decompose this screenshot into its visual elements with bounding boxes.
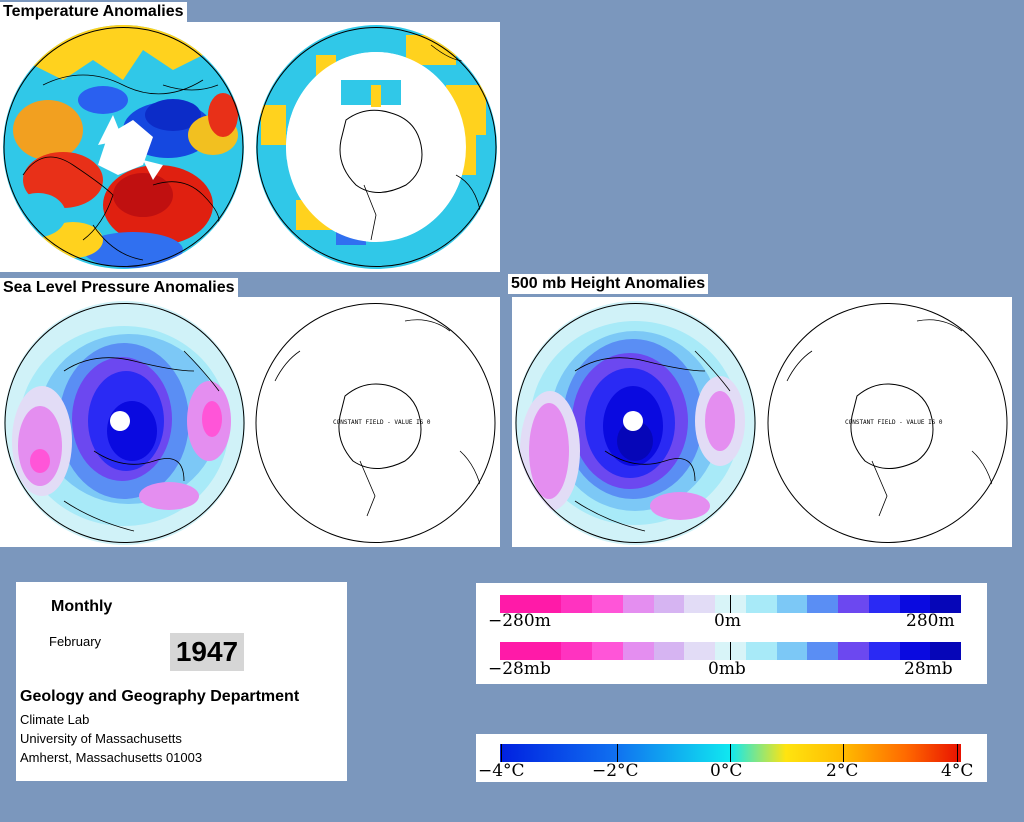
temperature-south-globe: [256, 25, 497, 269]
colorbar-swatch: [500, 642, 531, 660]
slp-constant-field-label: CONSTANT FIELD - VALUE IS 0: [333, 419, 431, 426]
slp-north-globe: [4, 301, 245, 545]
department-label: Geology and Geography Department: [20, 688, 300, 705]
height-tick-zero: [730, 595, 731, 613]
colorbar-swatch: [622, 595, 654, 613]
colorbar-swatch: [684, 595, 716, 613]
temperature-title: Temperature Anomalies: [0, 2, 187, 22]
temp-label-5: 4°C: [941, 761, 974, 781]
colorbar-swatch: [561, 642, 593, 660]
height500-north-globe: [515, 301, 756, 545]
university-label: University of Massachusetts: [20, 731, 182, 746]
pressure-label-min: −28mb: [488, 659, 551, 679]
colorbar-swatch: [745, 595, 777, 613]
colorbar-swatch: [838, 642, 869, 660]
temperature-legend: −4°C −2°C 0°C 2°C 4°C: [476, 734, 987, 782]
colorbar-swatch: [930, 642, 962, 660]
colorbar-swatch: [776, 642, 808, 660]
pressure-label-zero: 0mb: [708, 659, 746, 679]
height-pressure-legend: −280m 0m 280m −28mb 0mb 28mb: [476, 583, 987, 684]
colorbar-swatch: [930, 595, 962, 613]
colorbar-swatch: [592, 642, 623, 660]
address-label: Amherst, Massachusetts 01003: [20, 750, 203, 765]
temp-label-1: −4°C: [478, 761, 525, 781]
height-colorbar: [500, 595, 962, 613]
colorbar-swatch: [868, 595, 900, 613]
height-label-min: −280m: [488, 611, 551, 631]
height500-constant-field-label: CONSTANT FIELD - VALUE IS 0: [845, 419, 943, 426]
colorbar-swatch: [838, 595, 869, 613]
colorbar-swatch: [899, 595, 931, 613]
pressure-tick-zero: [730, 642, 731, 660]
colorbar-swatch: [500, 595, 531, 613]
slp-south-globe: CONSTANT FIELD - VALUE IS 0: [255, 301, 496, 545]
height500-south-globe: CONSTANT FIELD - VALUE IS 0: [767, 301, 1008, 545]
colorbar-swatch: [653, 642, 685, 660]
colorbar-swatch: [653, 595, 685, 613]
colorbar-swatch: [684, 642, 716, 660]
temp-tick-1: [501, 744, 502, 762]
colorbar-swatch: [745, 642, 777, 660]
colorbar-swatch: [868, 642, 900, 660]
colorbar-swatch: [561, 595, 593, 613]
pressure-label-max: 28mb: [904, 659, 953, 679]
info-box: Monthly February 1947 Geology and Geogra…: [16, 582, 347, 781]
temp-tick-4: [843, 744, 844, 762]
colorbar-swatch: [807, 595, 839, 613]
colorbar-swatch: [530, 595, 562, 613]
temp-label-3: 0°C: [710, 761, 743, 781]
colorbar-swatch: [776, 595, 808, 613]
lab-label: Climate Lab: [20, 712, 90, 727]
slp-title: Sea Level Pressure Anomalies: [0, 278, 238, 298]
colorbar-swatch: [592, 595, 623, 613]
height-label-max: 280m: [906, 611, 955, 631]
temp-tick-2: [617, 744, 618, 762]
pressure-colorbar: [500, 642, 962, 660]
colorbar-swatch: [899, 642, 931, 660]
height500-title: 500 mb Height Anomalies: [508, 274, 709, 294]
temp-tick-5: [957, 744, 958, 762]
year-label: 1947: [170, 633, 244, 671]
colorbar-swatch: [807, 642, 839, 660]
temperature-north-globe: [3, 25, 244, 269]
temp-label-2: −2°C: [592, 761, 639, 781]
height-label-zero: 0m: [714, 611, 741, 631]
temp-tick-3: [730, 744, 731, 762]
month-label: February: [49, 634, 102, 649]
period-label: Monthly: [51, 598, 113, 615]
temp-label-4: 2°C: [826, 761, 859, 781]
colorbar-swatch: [530, 642, 562, 660]
colorbar-swatch: [622, 642, 654, 660]
